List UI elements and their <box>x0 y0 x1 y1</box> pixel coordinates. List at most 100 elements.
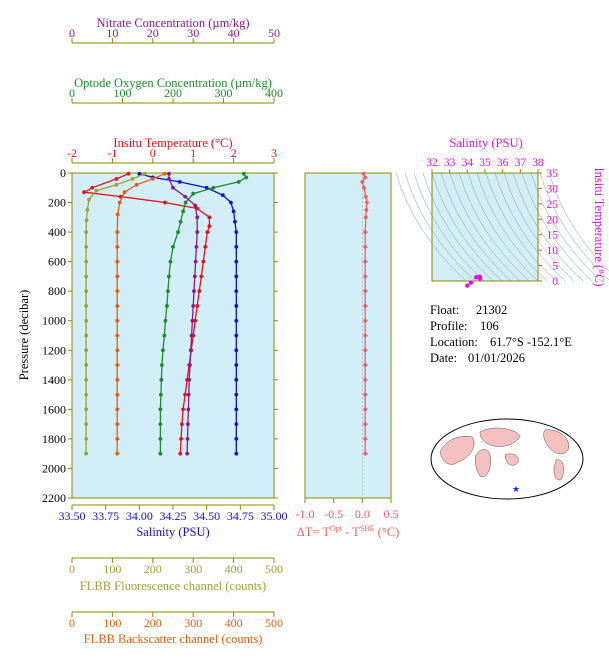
salinity-tick-label: 34.00 <box>126 509 153 523</box>
fluorescence-axis: FLBB Fluorescence channel (counts) 0 100 2… <box>69 557 283 593</box>
delta-t-point <box>363 259 368 264</box>
salinity-point <box>234 437 239 441</box>
salinity-point <box>234 422 239 427</box>
ts-isopycnal <box>548 172 609 272</box>
temperature-point <box>82 190 87 195</box>
temperature-tick-label: 2 <box>231 146 237 160</box>
nitrate-tick-label: 30 <box>187 26 199 40</box>
backscatter-tick-label: 200 <box>144 616 162 630</box>
nitrate-point <box>188 348 193 353</box>
delta-t-point <box>363 392 368 397</box>
fluorescence-axis-title: FLBB Fluorescence channel (counts) <box>80 579 266 593</box>
nitrate-point <box>194 244 199 249</box>
backscatter-point <box>115 377 120 382</box>
salinity-point <box>204 185 209 190</box>
backscatter-point <box>115 230 120 234</box>
ts-isopycnal <box>458 172 530 282</box>
nitrate-tick-label: 20 <box>147 26 159 40</box>
backscatter-tick-label: 400 <box>225 616 243 630</box>
nitrate-point <box>187 377 192 382</box>
temperature-point <box>178 451 183 456</box>
fluorescence-point <box>94 188 99 193</box>
fluorescence-point <box>84 289 89 294</box>
ts-point <box>468 280 474 285</box>
pressure-tick-label: 1000 <box>42 314 66 328</box>
delta-t-point <box>361 171 366 176</box>
ts-isopycnal <box>530 172 602 282</box>
backscatter-point <box>117 200 122 205</box>
nitrate-point <box>185 451 190 456</box>
ts-axes: 32 33 34 35 36 37 38 0 5 10 15 20 25 30 35 <box>426 157 558 288</box>
fluorescence-point <box>84 437 89 441</box>
ts-isopycnal <box>476 172 548 282</box>
delta-t-point <box>362 185 366 190</box>
delta-t-point <box>363 333 368 338</box>
nitrate-point <box>193 259 198 264</box>
salinity-point <box>234 289 239 294</box>
backscatter-point <box>115 422 120 427</box>
salinity-profile-line <box>139 173 237 454</box>
ts-point <box>465 283 470 288</box>
date-info-row: Date: 01/01/2026 <box>430 350 525 366</box>
oxygen-tick-label: 200 <box>164 86 182 100</box>
nitrate-point <box>167 177 171 181</box>
main-series-layer <box>82 171 249 456</box>
oxygen-point <box>167 274 171 279</box>
ts-isopycnal <box>521 172 593 282</box>
backscatter-point <box>163 171 167 176</box>
pressure-tick-label: 0 <box>60 166 66 180</box>
location-value: 61.7°S -152.1°E <box>490 335 572 349</box>
nitrate-tick-label: 10 <box>106 26 118 40</box>
ts-point <box>477 276 483 281</box>
profile-value: 106 <box>480 319 499 333</box>
ts-temperature-tick-label: 30 <box>547 183 559 195</box>
salinity-tick-label: 34.75 <box>227 509 254 523</box>
oxygen-tick-label: 300 <box>215 86 233 100</box>
pressure-tick-label: 1800 <box>42 432 66 446</box>
ts-salinity-tick-label: 34 <box>462 157 474 169</box>
salinity-point <box>234 304 239 308</box>
ts-isopycnal <box>422 172 494 282</box>
delta-t-point <box>363 215 368 220</box>
pressure-axis: 0 200 400 600 800 1000 1200 1400 1600 1800 2000 220… <box>42 166 278 505</box>
salinity-point <box>234 392 239 397</box>
oxygen-point <box>191 191 196 196</box>
pressure-tick-label: 1200 <box>42 343 66 357</box>
delta-t-point <box>364 208 369 212</box>
fluorescence-point <box>84 274 89 279</box>
fluorescence-point <box>84 333 89 338</box>
fluorescence-point <box>84 244 89 249</box>
fluorescence-point <box>114 182 119 187</box>
fluorescence-point <box>84 451 89 456</box>
salinity-point <box>234 318 239 323</box>
oxygen-tick-label: 100 <box>114 86 132 100</box>
delta-t-tick-label: -0.5 <box>324 507 343 521</box>
nitrate-point <box>191 304 196 308</box>
ts-isopycnal <box>467 172 539 282</box>
delta-t-background <box>304 172 392 499</box>
salinity-point <box>234 333 239 338</box>
oxygen-point <box>236 179 241 184</box>
ts-salinity-tick-label: 38 <box>532 157 544 169</box>
temperature-point <box>183 392 188 397</box>
temperature-point <box>90 185 95 190</box>
delta-t-series <box>360 171 369 456</box>
fluorescence-point <box>84 304 89 308</box>
nitrate-point <box>192 274 197 279</box>
fluorescence-point <box>84 218 89 223</box>
backscatter-point <box>115 363 120 367</box>
delta-t-tick-label: 0.0 <box>355 507 370 521</box>
fluorescence-point <box>84 422 89 427</box>
backscatter-axis-title: FLBB Backscatter channel (counts) <box>84 632 263 646</box>
pressure-tick-label: 2200 <box>42 491 66 505</box>
nitrate-point <box>171 185 175 190</box>
float-location-marker: ★ <box>512 484 520 494</box>
delta-t-point <box>363 318 368 323</box>
temperature-point <box>181 407 186 412</box>
ts-isopycnal <box>431 172 503 282</box>
oxygen-point <box>244 175 249 180</box>
date-label: Date: <box>430 351 458 365</box>
temperature-tick-label: 0 <box>150 146 156 160</box>
oxygen-point <box>183 200 188 205</box>
delta-t-tick-label: -1.0 <box>296 507 315 521</box>
